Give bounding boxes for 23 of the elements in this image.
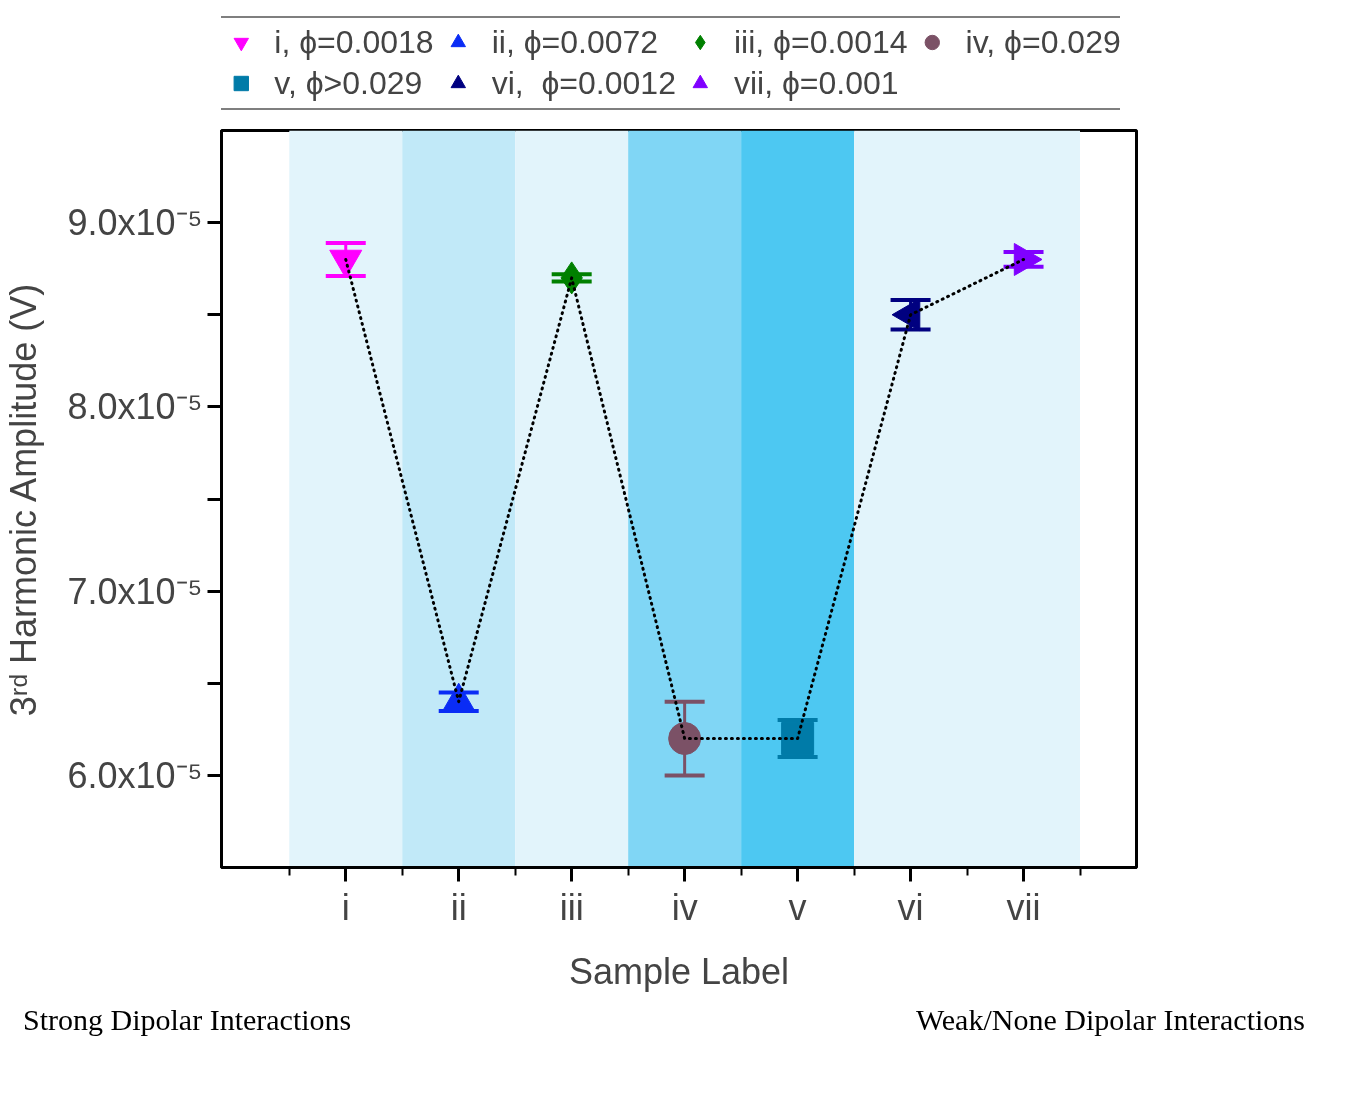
x-tick-label: ii bbox=[450, 886, 467, 928]
legend-label: iv, ϕ=0.029 bbox=[965, 23, 1121, 61]
x-tick-label: v bbox=[788, 886, 807, 928]
x-tick-label: i bbox=[341, 886, 350, 928]
y-tick-label: 7.0x10⁻⁵ bbox=[67, 570, 203, 612]
y-tick-label: 6.0x10⁻⁵ bbox=[67, 754, 203, 796]
legend-label: vii, ϕ=0.001 bbox=[733, 64, 899, 102]
legend-label: v, ϕ>0.029 bbox=[274, 64, 423, 102]
y-tick-label: 9.0x10⁻⁵ bbox=[67, 202, 203, 244]
y-axis-title: 3ʳᵈ Harmonic Amplitude (V) bbox=[3, 283, 45, 717]
text: Weak/None Dipolar Interactions bbox=[915, 1002, 1305, 1038]
legend-label: i, ϕ=0.0018 bbox=[274, 23, 434, 61]
x-tick-label: iii bbox=[559, 886, 584, 928]
x-tick-label: iv bbox=[671, 886, 698, 928]
text: Strong Dipolar Interactions bbox=[23, 1002, 352, 1038]
legend-label: ii, ϕ=0.0072 bbox=[491, 23, 659, 61]
x-tick-label: vi bbox=[897, 886, 924, 928]
point bbox=[668, 722, 702, 755]
x-tick-label: vii bbox=[1006, 886, 1041, 928]
legend-label: vi, ϕ=0.0012 bbox=[491, 64, 676, 102]
legend-label: iii, ϕ=0.0014 bbox=[733, 23, 908, 61]
x-axis-title: Sample Label bbox=[568, 950, 790, 992]
y-tick-label: 8.0x10⁻⁵ bbox=[67, 386, 203, 428]
